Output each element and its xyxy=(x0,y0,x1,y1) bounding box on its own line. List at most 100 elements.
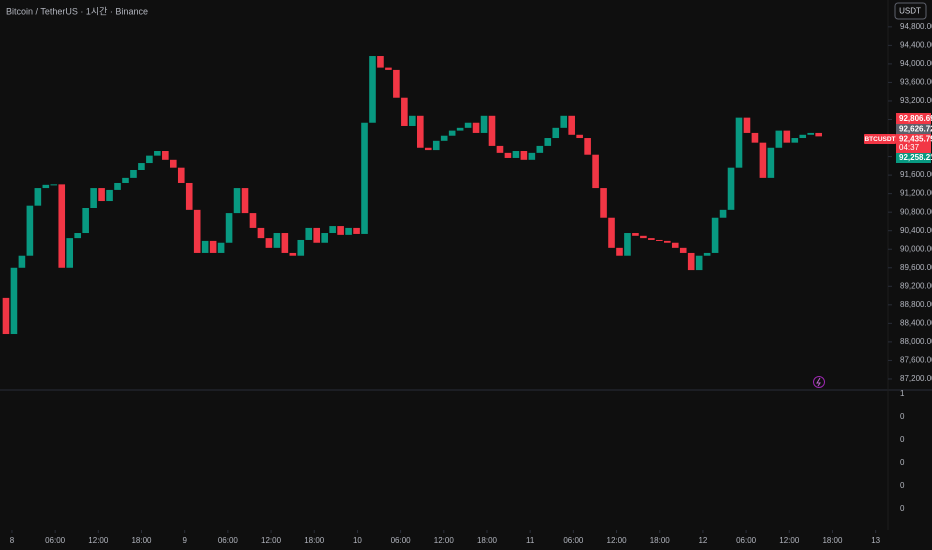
candle xyxy=(743,117,751,133)
candle xyxy=(377,56,384,68)
candle xyxy=(90,188,97,208)
y-tick-label: 91,200.00 xyxy=(900,189,932,198)
y-tick-label: 90,000.00 xyxy=(900,244,932,253)
candle xyxy=(162,151,169,160)
candle xyxy=(472,122,480,133)
candle xyxy=(656,239,663,241)
high-tag xyxy=(896,113,931,124)
candle xyxy=(815,132,822,137)
candle xyxy=(679,247,687,253)
candle xyxy=(217,242,225,253)
candle xyxy=(608,217,615,248)
candle xyxy=(735,117,743,168)
low-tag xyxy=(896,153,931,163)
candle xyxy=(34,188,42,206)
candle xyxy=(409,115,416,126)
candle xyxy=(624,233,631,256)
x-tick-label: 11 xyxy=(526,536,535,545)
x-tick-label: 12:00 xyxy=(434,536,455,545)
candle xyxy=(385,67,392,70)
candle xyxy=(18,255,26,268)
candle xyxy=(257,227,265,239)
y-tick-label: 94,000.00 xyxy=(900,59,932,68)
candle xyxy=(783,130,791,143)
x-tick-label: 06:00 xyxy=(218,536,239,545)
x-tick-label: 12 xyxy=(698,536,707,545)
candle xyxy=(751,132,759,143)
candle xyxy=(66,238,74,268)
x-tick-label: 06:00 xyxy=(391,536,412,545)
candle xyxy=(560,115,568,128)
y-tick-label: 90,400.00 xyxy=(900,226,932,235)
candle xyxy=(249,213,257,228)
alert-icon[interactable] xyxy=(813,376,825,388)
candle xyxy=(241,188,249,214)
candle xyxy=(592,154,599,189)
symbol-tag-label: BTCUSDT xyxy=(864,136,895,143)
y-tick-label: 90,800.00 xyxy=(900,207,932,216)
candle xyxy=(576,134,583,139)
x-tick-label: 06:00 xyxy=(45,536,66,545)
candle xyxy=(138,163,145,171)
y-tick-label: 89,600.00 xyxy=(900,263,932,272)
currency-button-label[interactable]: USDT xyxy=(899,7,921,16)
last-tag-label: 92,435.79 xyxy=(899,135,932,144)
indicator-label: 1 xyxy=(900,389,905,398)
symbol-tag xyxy=(864,134,896,144)
y-tick-label: 88,800.00 xyxy=(900,300,932,309)
candle xyxy=(185,182,193,210)
alert-icon-bolt[interactable] xyxy=(816,377,821,387)
candle xyxy=(177,167,185,183)
candle xyxy=(727,167,735,210)
candle xyxy=(106,189,113,202)
x-tick-label: 06:00 xyxy=(736,536,757,545)
candle xyxy=(719,209,727,218)
x-tick-label: 12:00 xyxy=(88,536,109,545)
candle xyxy=(520,151,528,160)
x-tick-label: 18:00 xyxy=(477,536,498,545)
indicator-label: 0 xyxy=(900,504,905,513)
y-tick-label: 93,600.00 xyxy=(900,78,932,87)
candle xyxy=(265,238,273,248)
x-tick-label: 18:00 xyxy=(822,536,843,545)
mid-tag-label: 92,626.72 xyxy=(899,125,932,134)
candle xyxy=(289,252,297,256)
mid-tag xyxy=(896,124,931,134)
candle xyxy=(273,233,281,248)
x-tick-label: 12:00 xyxy=(779,536,800,545)
candle xyxy=(154,151,161,156)
candle xyxy=(528,152,536,160)
candle xyxy=(297,239,305,256)
candle xyxy=(201,240,209,253)
indicator-label: 0 xyxy=(900,481,905,490)
candle xyxy=(74,233,81,239)
y-tick-label: 88,400.00 xyxy=(900,318,932,327)
candle xyxy=(58,184,66,268)
candle xyxy=(480,115,488,133)
indicator-label: 0 xyxy=(900,412,905,421)
indicator-label: 0 xyxy=(900,435,905,444)
y-tick-label: 94,800.00 xyxy=(900,22,932,31)
candle xyxy=(393,69,400,98)
x-tick-label: 18:00 xyxy=(304,536,325,545)
candle xyxy=(775,130,783,148)
candle xyxy=(464,122,472,128)
candle xyxy=(209,240,217,253)
candle xyxy=(791,138,799,143)
candle xyxy=(584,138,591,155)
y-tick-label: 88,000.00 xyxy=(900,337,932,346)
candle xyxy=(233,188,241,214)
candle xyxy=(321,233,328,243)
y-tick-label: 87,200.00 xyxy=(900,374,932,383)
candle xyxy=(600,188,607,218)
y-tick-label: 91,600.00 xyxy=(900,170,932,179)
y-tick-label: 87,600.00 xyxy=(900,356,932,365)
candle xyxy=(193,209,201,253)
x-tick-label: 13 xyxy=(871,536,880,545)
x-tick-label: 12:00 xyxy=(607,536,628,545)
candle xyxy=(799,134,807,139)
candle xyxy=(313,227,321,243)
candle xyxy=(440,135,448,141)
currency-button[interactable] xyxy=(894,2,927,20)
chart-title: Bitcoin / TetherUS · 1시간 · Binance xyxy=(6,6,148,16)
